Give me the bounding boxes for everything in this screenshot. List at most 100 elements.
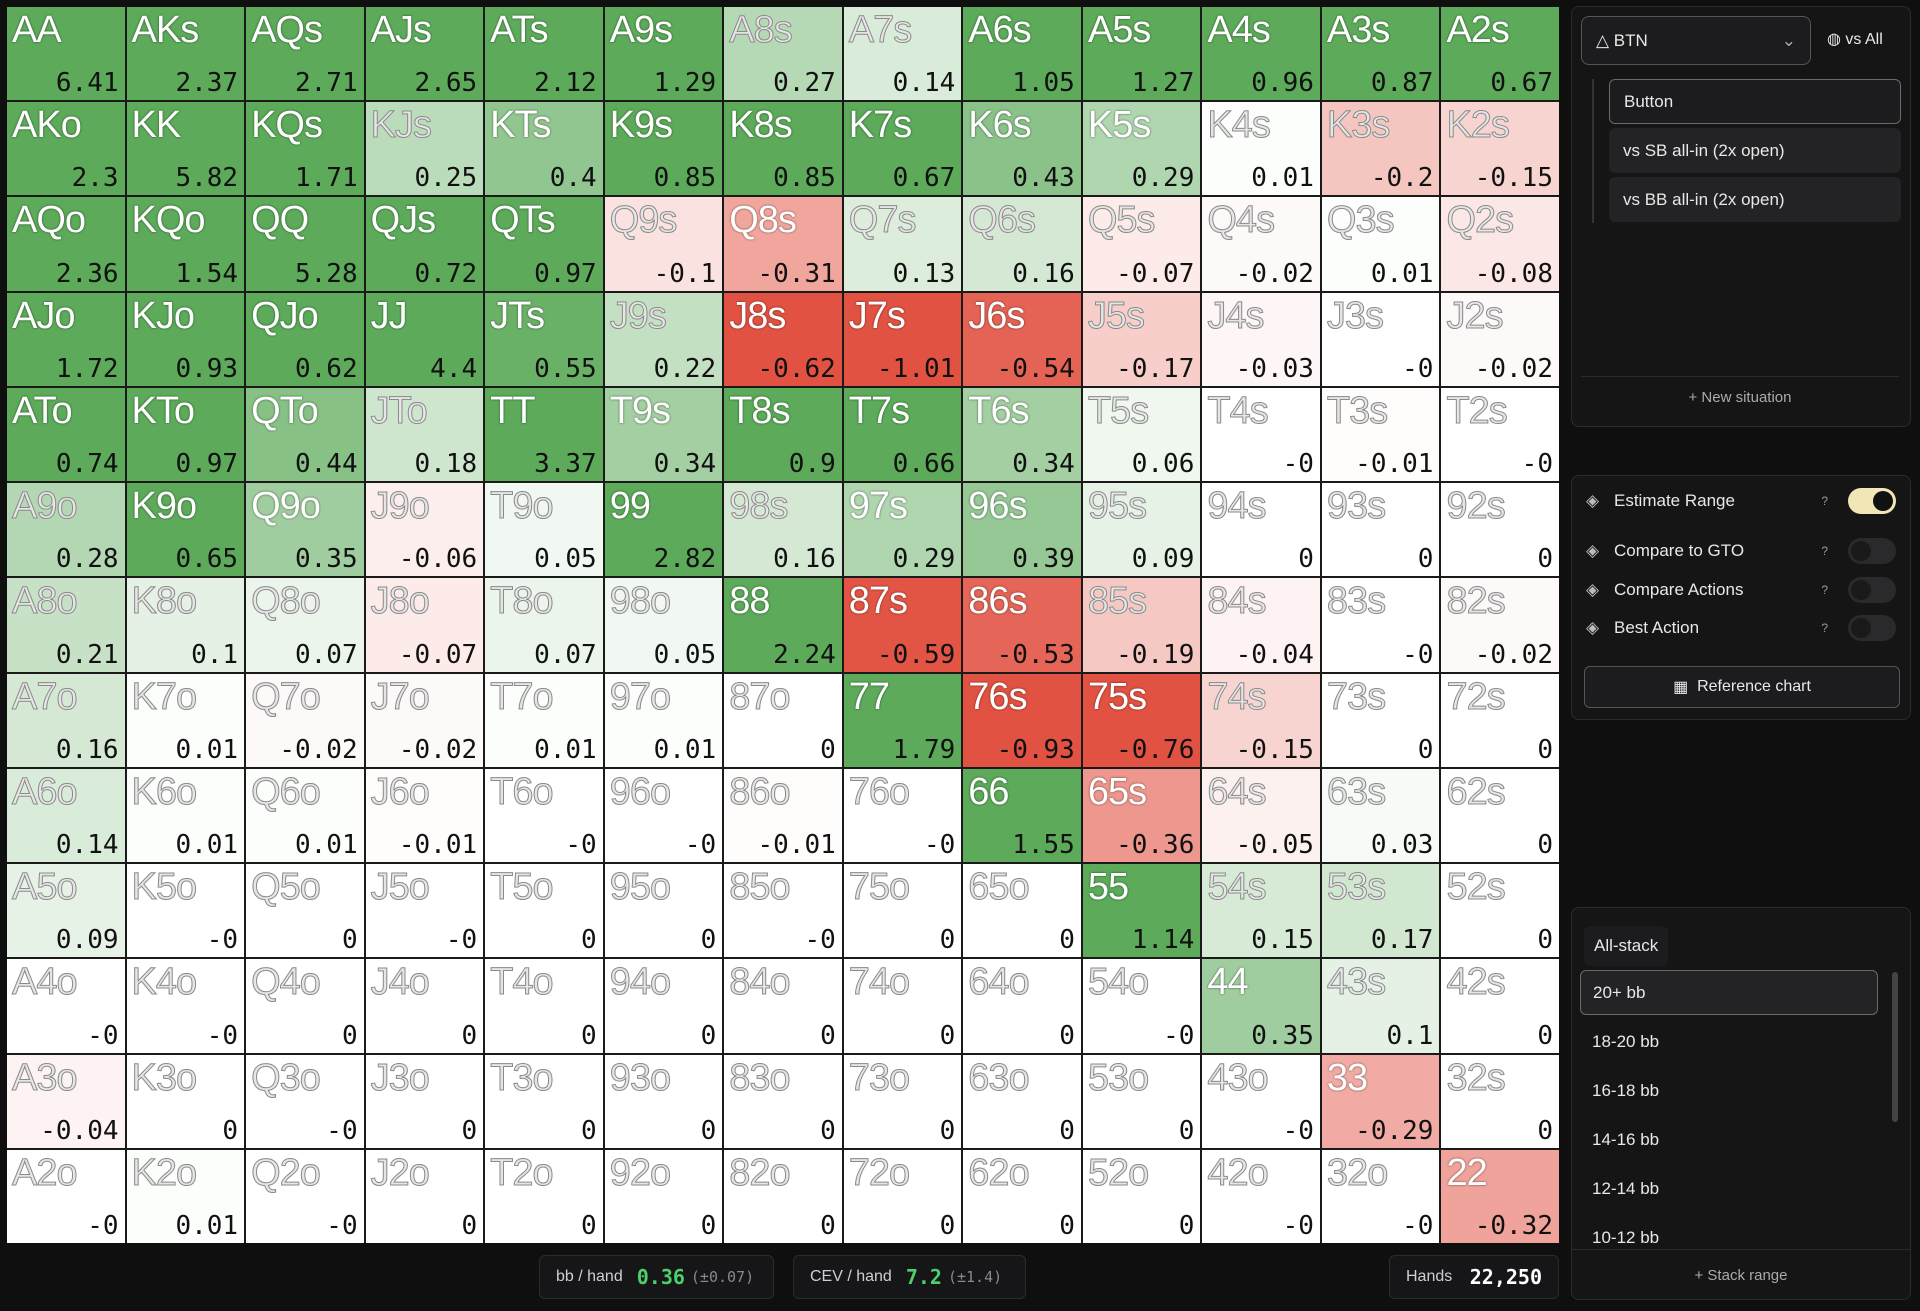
hand-cell[interactable]: A5s 1.27 — [1082, 7, 1201, 101]
hand-cell[interactable]: 87s -0.59 — [843, 578, 962, 672]
hand-cell[interactable]: 98o 0.05 — [604, 578, 723, 672]
hand-cell[interactable]: 84o 0 — [724, 959, 842, 1053]
hand-cell[interactable]: Q4o 0 — [246, 959, 364, 1053]
hand-cell[interactable]: AKs 2.37 — [126, 7, 245, 101]
hand-cell[interactable]: 54s 0.15 — [1202, 864, 1320, 958]
stack-item[interactable]: 18-20 bb — [1592, 1031, 1660, 1051]
hand-cell[interactable]: J4o 0 — [365, 959, 484, 1053]
hand-cell[interactable]: QTo 0.44 — [246, 387, 364, 482]
hand-cell[interactable]: Q9o 0.35 — [246, 483, 364, 577]
hand-cell[interactable]: K6s 0.43 — [963, 102, 1081, 196]
hand-cell[interactable]: KJo 0.93 — [126, 292, 245, 386]
hand-cell[interactable]: 54o -0 — [1082, 959, 1201, 1053]
hand-cell[interactable]: 86s -0.53 — [963, 578, 1081, 672]
hand-cell[interactable]: J9o -0.06 — [365, 483, 484, 577]
hand-cell[interactable]: A8o 0.21 — [7, 578, 125, 672]
hand-cell[interactable]: 22 -0.32 — [1441, 1149, 1559, 1243]
hand-cell[interactable]: Q6s 0.16 — [963, 197, 1081, 291]
hand-cell[interactable]: K6o 0.01 — [126, 768, 245, 863]
new-situation[interactable]: + New situation — [1581, 376, 1899, 417]
hand-cell[interactable]: 96o -0 — [604, 768, 723, 863]
hand-cell[interactable]: 92s 0 — [1441, 483, 1559, 577]
hand-cell[interactable]: T8s 0.9 — [724, 387, 842, 482]
hand-cell[interactable]: 74s -0.15 — [1202, 673, 1320, 767]
hand-cell[interactable]: K5o -0 — [126, 864, 245, 958]
hand-cell[interactable]: AQo 2.36 — [7, 197, 125, 291]
hand-cell[interactable]: 73o 0 — [843, 1054, 962, 1148]
hand-cell[interactable]: 86o -0.01 — [724, 768, 842, 863]
filter[interactable]: ◍ vs All — [1827, 31, 1883, 48]
hand-cell[interactable]: 85s -0.19 — [1082, 578, 1201, 672]
stack-item[interactable]: 12-14 bb — [1592, 1178, 1660, 1198]
hand-cell[interactable]: K8s 0.85 — [724, 102, 842, 196]
hand-cell[interactable]: 87o 0 — [724, 673, 842, 767]
hand-cell[interactable]: A5o 0.09 — [7, 864, 125, 958]
hand-cell[interactable]: 97s 0.29 — [843, 483, 962, 577]
hand-cell[interactable]: A2s 0.67 — [1441, 7, 1559, 101]
hand-cell[interactable]: ATs 2.12 — [485, 7, 603, 101]
hand-cell[interactable]: 93s 0 — [1321, 483, 1440, 577]
hand-cell[interactable]: 76s -0.93 — [963, 673, 1081, 767]
hand-cell[interactable]: 52s 0 — [1441, 864, 1559, 958]
hand-cell[interactable]: 63o 0 — [963, 1054, 1081, 1148]
hand-cell[interactable]: J3s -0 — [1321, 292, 1440, 386]
hand-cell[interactable]: 32s 0 — [1441, 1054, 1559, 1148]
hand-cell[interactable]: Q2s -0.08 — [1441, 197, 1559, 291]
hand-cell[interactable]: 64s -0.05 — [1202, 768, 1320, 863]
add-stack-range[interactable]: + Stack range — [1572, 1249, 1910, 1299]
hand-cell[interactable]: KJs 0.25 — [365, 102, 484, 196]
hand-cell[interactable]: K3s -0.2 — [1321, 102, 1440, 196]
hand-cell[interactable]: 42s 0 — [1441, 959, 1559, 1053]
hand-cell[interactable]: AA 6.41 — [7, 7, 125, 101]
hand-cell[interactable]: 62o 0 — [963, 1149, 1081, 1243]
hand-cell[interactable]: 76o -0 — [843, 768, 962, 863]
hand-cell[interactable]: A9o 0.28 — [7, 483, 125, 577]
hand-cell[interactable]: A8s 0.27 — [724, 7, 842, 101]
hand-cell[interactable]: Q5o 0 — [246, 864, 364, 958]
hand-cell[interactable]: TT 3.37 — [485, 387, 603, 482]
hand-cell[interactable]: 62s 0 — [1441, 768, 1559, 863]
hand-cell[interactable]: JTo 0.18 — [365, 387, 484, 482]
hand-cell[interactable]: 72o 0 — [843, 1149, 962, 1243]
stack-item[interactable]: 10-12 bb — [1592, 1227, 1660, 1247]
hand-cell[interactable]: JTs 0.55 — [485, 292, 603, 386]
hand-cell[interactable]: 99 2.82 — [604, 483, 723, 577]
hand-cell[interactable]: 74o 0 — [843, 959, 962, 1053]
hand-cell[interactable]: KTo 0.97 — [126, 387, 245, 482]
hand-cell[interactable]: 92o 0 — [604, 1149, 723, 1243]
hand-cell[interactable]: T9o 0.05 — [485, 483, 603, 577]
stack-item[interactable]: 20+ bb — [1580, 970, 1878, 1015]
hand-cell[interactable]: 95s 0.09 — [1082, 483, 1201, 577]
hand-cell[interactable]: T4o 0 — [485, 959, 603, 1053]
hand-cell[interactable]: T2s -0 — [1441, 387, 1559, 482]
hand-cell[interactable]: 44 0.35 — [1202, 959, 1320, 1053]
hand-cell[interactable]: 82s -0.02 — [1441, 578, 1559, 672]
hand-cell[interactable]: K7o 0.01 — [126, 673, 245, 767]
hand-cell[interactable]: 72s 0 — [1441, 673, 1559, 767]
hand-cell[interactable]: 43o -0 — [1202, 1054, 1320, 1148]
hand-cell[interactable]: JJ 4.4 — [365, 292, 484, 386]
hand-cell[interactable]: A7o 0.16 — [7, 673, 125, 767]
hand-cell[interactable]: J3o 0 — [365, 1054, 484, 1148]
hand-cell[interactable]: KK 5.82 — [126, 102, 245, 196]
hand-cell[interactable]: T3o 0 — [485, 1054, 603, 1148]
hand-cell[interactable]: K8o 0.1 — [126, 578, 245, 672]
hand-cell[interactable]: T3s -0.01 — [1321, 387, 1440, 482]
hand-cell[interactable]: Q7s 0.13 — [843, 197, 962, 291]
hand-cell[interactable]: Q3s 0.01 — [1321, 197, 1440, 291]
hand-cell[interactable]: KTs 0.4 — [485, 102, 603, 196]
hand-cell[interactable]: K4s 0.01 — [1202, 102, 1320, 196]
hand-cell[interactable]: J5o -0 — [365, 864, 484, 958]
hand-cell[interactable]: 84s -0.04 — [1202, 578, 1320, 672]
hand-cell[interactable]: 42o -0 — [1202, 1149, 1320, 1243]
hand-cell[interactable]: 83o 0 — [724, 1054, 842, 1148]
hand-cell[interactable]: K7s 0.67 — [843, 102, 962, 196]
hand-cell[interactable]: 98s 0.16 — [724, 483, 842, 577]
hand-cell[interactable]: AQs 2.71 — [246, 7, 364, 101]
hand-cell[interactable]: 64o 0 — [963, 959, 1081, 1053]
hand-cell[interactable]: Q8s -0.31 — [724, 197, 842, 291]
hand-cell[interactable]: J2o 0 — [365, 1149, 484, 1243]
hand-cell[interactable]: Q9s -0.1 — [604, 197, 723, 291]
hand-cell[interactable]: J9s 0.22 — [604, 292, 723, 386]
hand-cell[interactable]: J6s -0.54 — [963, 292, 1081, 386]
